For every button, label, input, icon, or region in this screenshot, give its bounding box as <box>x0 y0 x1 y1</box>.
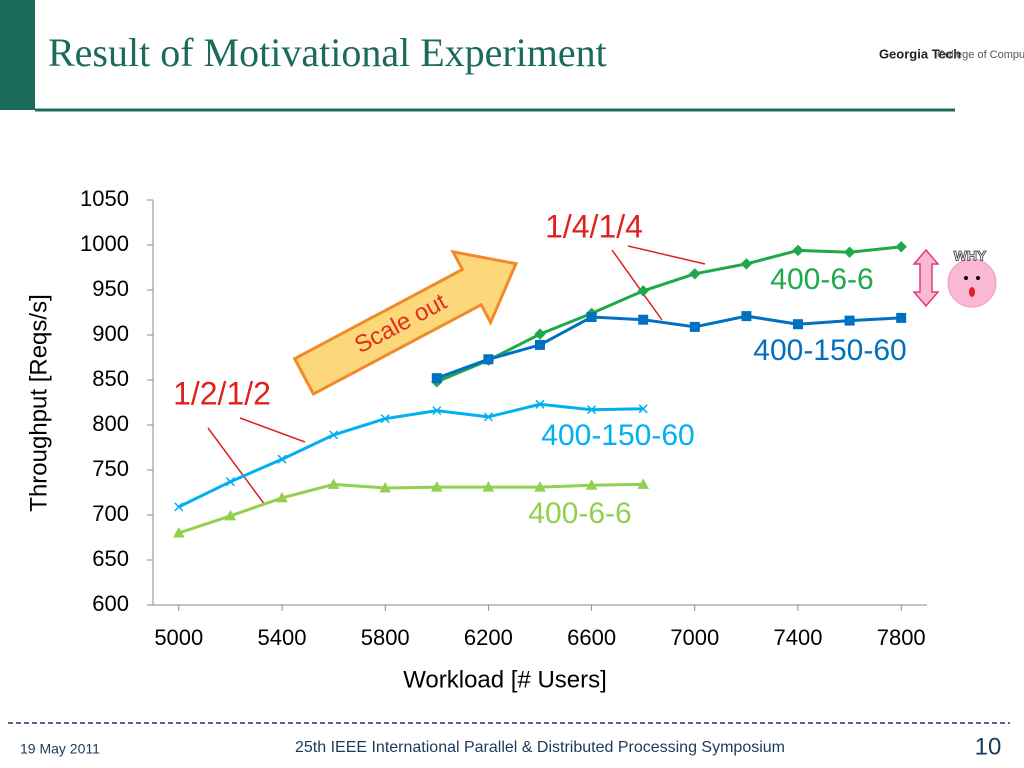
title-bar <box>0 0 35 110</box>
pointer <box>239 417 306 443</box>
y-tick-label: 900 <box>92 321 129 346</box>
point <box>430 481 443 492</box>
y-tick-label: 950 <box>92 276 129 301</box>
series-label: 400-6-6 <box>528 497 631 530</box>
pointer <box>611 249 663 321</box>
y-tick-label: 800 <box>92 411 129 436</box>
point <box>276 491 288 503</box>
point <box>740 258 753 270</box>
x-tick-label: 5800 <box>361 625 410 650</box>
point <box>534 328 546 340</box>
point <box>793 319 803 330</box>
y-tick-label: 700 <box>92 501 129 526</box>
double-arrow <box>912 248 940 308</box>
eye <box>964 276 968 280</box>
slide-title: Result of Motivational Experiment <box>48 30 607 75</box>
series-label: 400-150-60 <box>541 419 694 452</box>
scale-out-arrow: Scale out <box>292 249 519 397</box>
point <box>637 478 650 489</box>
x-axis-label: Workload [# Users] <box>403 666 607 693</box>
x-tick-label: 6600 <box>567 625 616 650</box>
point <box>792 244 804 257</box>
arrow-shape <box>292 249 519 397</box>
point <box>174 502 184 512</box>
series-line <box>436 314 902 380</box>
date: 19 May 2011 <box>20 741 100 757</box>
y-tick-label: 850 <box>92 366 129 391</box>
point <box>535 399 545 409</box>
x-tick-label: 5400 <box>258 625 307 650</box>
point <box>638 314 649 325</box>
x-tick-label: 7400 <box>774 625 823 650</box>
logo: College of Computing <box>937 49 1024 61</box>
point <box>637 285 649 297</box>
pointer <box>207 427 266 506</box>
annotation: 1/4/1/4 <box>545 208 643 244</box>
pointer <box>627 245 706 265</box>
logo: Georgia Tech <box>879 46 961 61</box>
point <box>379 481 392 493</box>
point <box>638 404 648 414</box>
point <box>586 312 597 322</box>
series-label: 400-6-6 <box>770 263 873 296</box>
footer: 25th IEEE International Parallel & Distr… <box>295 739 785 756</box>
series-label: 400-150-60 <box>753 334 906 367</box>
point <box>172 526 185 538</box>
series-line <box>436 245 902 384</box>
point <box>483 412 493 422</box>
eye <box>976 276 980 280</box>
point <box>741 311 752 322</box>
point <box>432 406 442 416</box>
face <box>947 258 997 308</box>
y-tick-label: 650 <box>92 546 129 571</box>
point <box>689 268 701 280</box>
point <box>327 478 340 489</box>
point <box>482 481 495 492</box>
mouth <box>969 287 975 297</box>
point <box>843 246 856 258</box>
y-tick-label: 1000 <box>80 231 129 256</box>
x-tick-label: 7800 <box>877 625 926 650</box>
y-tick-label: 750 <box>92 456 129 481</box>
point <box>535 339 545 350</box>
point <box>224 509 237 521</box>
page-number: 10 <box>975 733 1002 760</box>
point <box>896 312 907 323</box>
x-tick-label: 6200 <box>464 625 513 650</box>
y-tick-label: 600 <box>92 591 129 616</box>
series-line <box>178 402 644 509</box>
point <box>534 481 546 492</box>
x-tick-label: 7000 <box>670 625 719 650</box>
point <box>585 479 598 490</box>
point <box>483 354 494 365</box>
y-tick-label: 1050 <box>80 186 129 211</box>
point <box>689 321 700 332</box>
y-axis-label: Throughput [Reqs/s] <box>25 294 52 511</box>
point <box>225 477 235 487</box>
point <box>277 454 287 464</box>
point <box>380 414 390 424</box>
point <box>431 373 442 384</box>
point <box>895 241 907 253</box>
annotation: 1/2/1/2 <box>173 375 271 411</box>
point <box>587 405 597 415</box>
point <box>844 315 855 326</box>
x-tick-label: 5000 <box>154 625 203 650</box>
series-line <box>178 482 644 535</box>
annotation: WHY <box>954 248 987 264</box>
point <box>329 430 339 440</box>
